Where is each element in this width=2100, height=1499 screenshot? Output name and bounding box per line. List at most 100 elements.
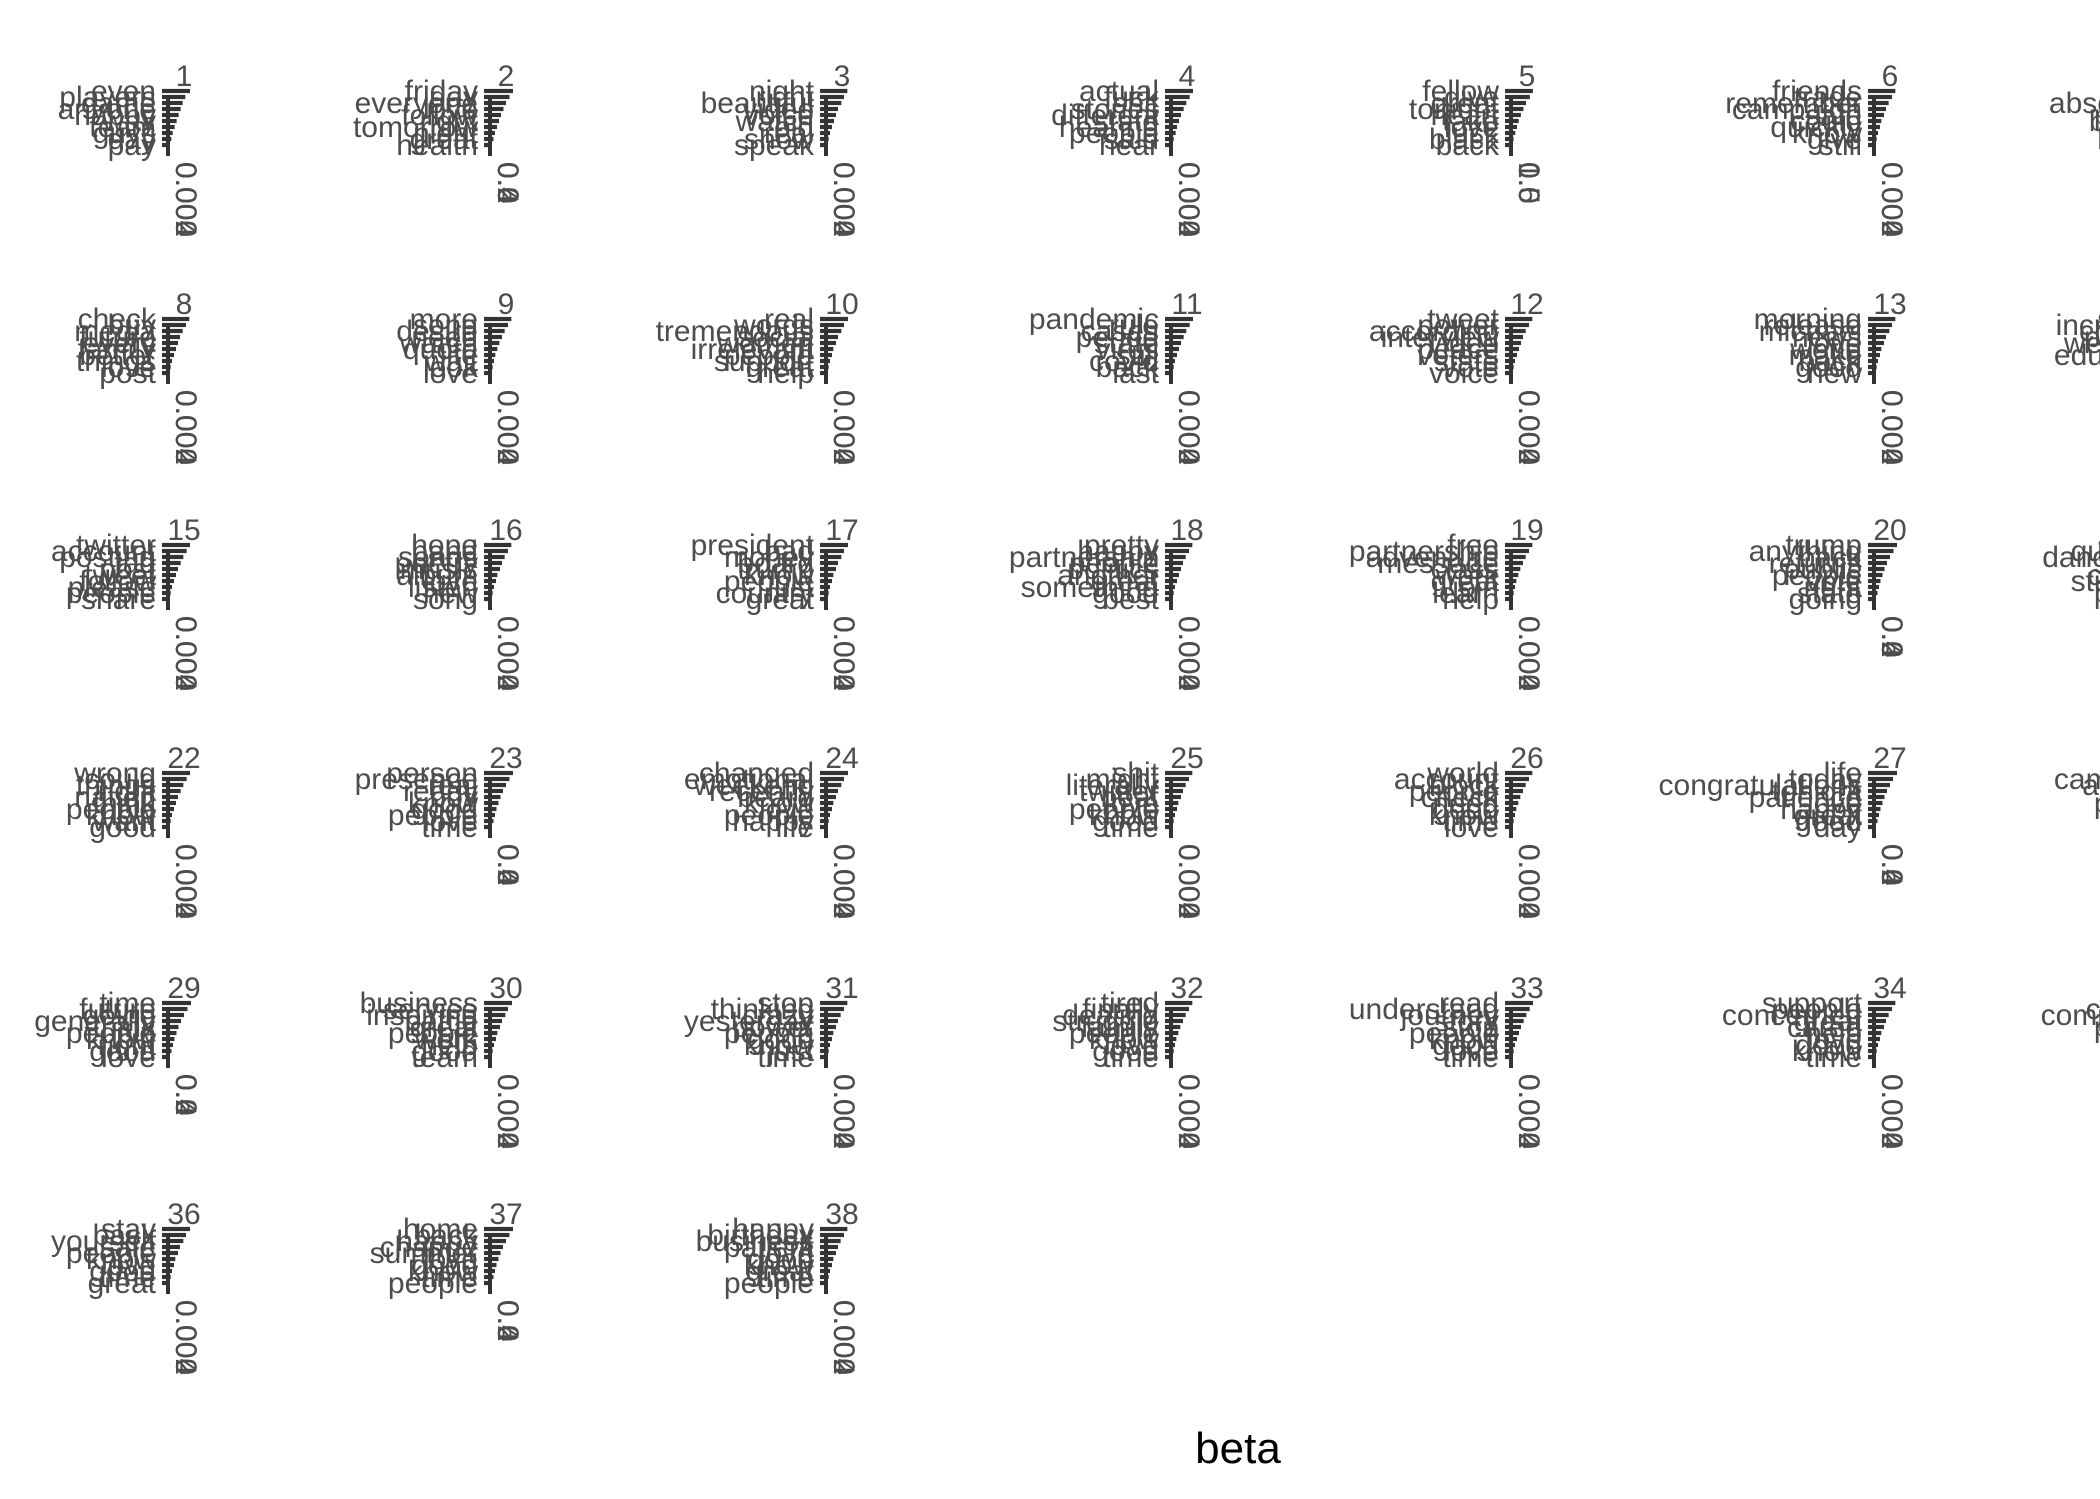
x-tick-label-30-2: 0.004 — [491, 1074, 524, 1149]
bar-11-0 — [1165, 316, 1193, 322]
term-label-33-4: stop — [1442, 1011, 1499, 1044]
term-label-16-0: hope — [411, 529, 478, 562]
term-label-5-4: heart — [1431, 99, 1500, 132]
term-label-24-0: changed — [699, 757, 814, 790]
x-tick-label-4-1: 0.002 — [1172, 162, 1205, 237]
term-label-17-3: board — [737, 547, 814, 580]
term-label-9-1: song — [413, 309, 478, 342]
term-label-7-5: believe — [2089, 105, 2100, 138]
term-label-19-5: work — [1435, 559, 1500, 592]
term-label-4-5: state — [1094, 105, 1159, 138]
x-tick-label-23-0: 0.0 — [491, 844, 524, 886]
bar-27-0 — [1868, 770, 1897, 776]
bar-32-3 — [1165, 1018, 1183, 1024]
facet-panel-5: fellowgivegreattonighthearttakeloveluckb… — [1409, 60, 1545, 204]
term-label-32-9: time — [1102, 1041, 1159, 1074]
term-label-6-1: trade — [1794, 81, 1862, 114]
term-label-34-1: people — [1772, 993, 1862, 1026]
term-label-11-6: still — [1116, 339, 1159, 372]
term-label-6-5: could — [1790, 105, 1862, 138]
term-label-15-0: twitter — [76, 529, 156, 562]
facet-strip-label-10: 10 — [825, 288, 858, 321]
term-label-6-9: still — [1819, 129, 1862, 162]
term-label-33-0: read — [1439, 987, 1499, 1020]
bar-18-0 — [1165, 542, 1193, 548]
bar-27-3 — [1868, 788, 1887, 794]
x-tick-label-33-2: 0.004 — [1512, 1074, 1545, 1149]
term-label-33-9: time — [1442, 1041, 1499, 1074]
bar-18-1 — [1165, 548, 1189, 554]
x-tick-label-24-0: 0.000 — [827, 844, 860, 919]
x-tick-label-3-0: 0.000 — [827, 162, 860, 237]
term-label-30-7: help — [421, 1029, 478, 1062]
bar-5-3 — [1505, 106, 1524, 112]
term-label-33-7: good — [1432, 1029, 1499, 1062]
facet-panel-4: actualfuckshitstoriesdifferentstateheari… — [1051, 60, 1205, 237]
facet-panel-24: changedemotionalweekendrecentlybeardknow… — [684, 742, 860, 919]
x-tick-label-1-1: 0.002 — [169, 162, 202, 237]
x-tick-label-22-2: 0.004 — [169, 844, 202, 919]
term-label-8-1: buy — [108, 309, 156, 342]
bar-38-2 — [820, 1238, 841, 1244]
term-label-29-7: right — [98, 1029, 157, 1062]
facet-strip-label-38: 38 — [825, 1198, 858, 1231]
term-label-18-6: great — [1091, 565, 1160, 598]
x-tick-label-8-2: 0.004 — [169, 390, 202, 465]
term-label-38-7: great — [746, 1255, 815, 1288]
term-label-27-4: patience — [1749, 781, 1862, 814]
bar-31-0 — [820, 1000, 848, 1006]
facet-panel-6: friendstraderemembercampaignsafecouldqui… — [1725, 60, 1908, 237]
term-label-1-2: game — [81, 87, 156, 120]
term-label-9-2: desire — [396, 315, 478, 348]
term-label-24-8: happy — [732, 805, 814, 838]
facet-panel-35: videocontentcompletelyheadpeopleknowlove… — [2041, 993, 2100, 1044]
term-label-11-7: covid — [1089, 345, 1159, 378]
facet-panel-13: morningreleasemichaelnewsloveworldmakeba… — [1754, 288, 1908, 465]
term-label-32-0: tired — [1101, 987, 1159, 1020]
bar-8-2 — [162, 328, 183, 334]
bar-37-2 — [484, 1238, 506, 1244]
facet-panel-1: evenplayersgameanyonehappywayteamguysday… — [58, 60, 202, 237]
term-label-36-4: people — [66, 1237, 156, 1270]
bar-13-1 — [1868, 322, 1892, 328]
facet-strip-label-3: 3 — [834, 60, 851, 93]
term-label-22-4: nation — [74, 781, 156, 814]
bar-30-2 — [484, 1012, 506, 1018]
term-label-19-7: join — [1451, 571, 1499, 604]
facet-strip-label-29: 29 — [167, 972, 200, 1005]
term-label-20-0: trump — [1785, 529, 1862, 562]
x-tick-label-5-1: 0.5 — [1512, 162, 1545, 204]
bar-12-9 — [1505, 370, 1513, 376]
bar-11-1 — [1165, 322, 1190, 328]
term-label-36-6: love — [101, 1249, 156, 1282]
term-label-37-4: summer — [370, 1237, 478, 1270]
term-label-22-8: want — [92, 805, 157, 838]
term-label-5-1: give — [1444, 81, 1499, 114]
term-label-32-1: finally — [1082, 993, 1159, 1026]
term-label-25-4: beat — [1101, 781, 1160, 814]
x-tick-label-17-2: 0.004 — [827, 616, 860, 691]
facet-strip-label-24: 24 — [825, 742, 858, 775]
term-label-38-5: good — [747, 1243, 814, 1276]
term-label-34-5: help — [1805, 1017, 1862, 1050]
bar-27-1 — [1868, 776, 1893, 782]
term-label-8-6: better — [79, 339, 156, 372]
bar-4-3 — [1165, 106, 1184, 112]
term-label-33-2: journey — [1400, 999, 1499, 1032]
bar-9-1 — [484, 322, 508, 328]
x-tick-label-27-1: 0.2 — [1875, 844, 1908, 886]
term-label-37-2: happy — [396, 1225, 478, 1258]
term-label-30-3: battle — [405, 1005, 478, 1038]
bar-6-9 — [1868, 142, 1876, 148]
x-tick-label-18-0: 0.000 — [1172, 616, 1205, 691]
bar-17-3 — [820, 560, 838, 566]
x-tick-label-9-0: 0.000 — [491, 390, 524, 465]
term-label-11-4: state — [1094, 327, 1159, 360]
term-label-33-8: love — [1444, 1035, 1499, 1068]
bar-22-2 — [162, 782, 184, 788]
bar-32-2 — [1165, 1012, 1186, 1018]
bar-30-9 — [484, 1054, 492, 1060]
term-label-32-6: know — [1089, 1023, 1159, 1056]
x-tick-label-18-1: 0.002 — [1172, 616, 1205, 691]
